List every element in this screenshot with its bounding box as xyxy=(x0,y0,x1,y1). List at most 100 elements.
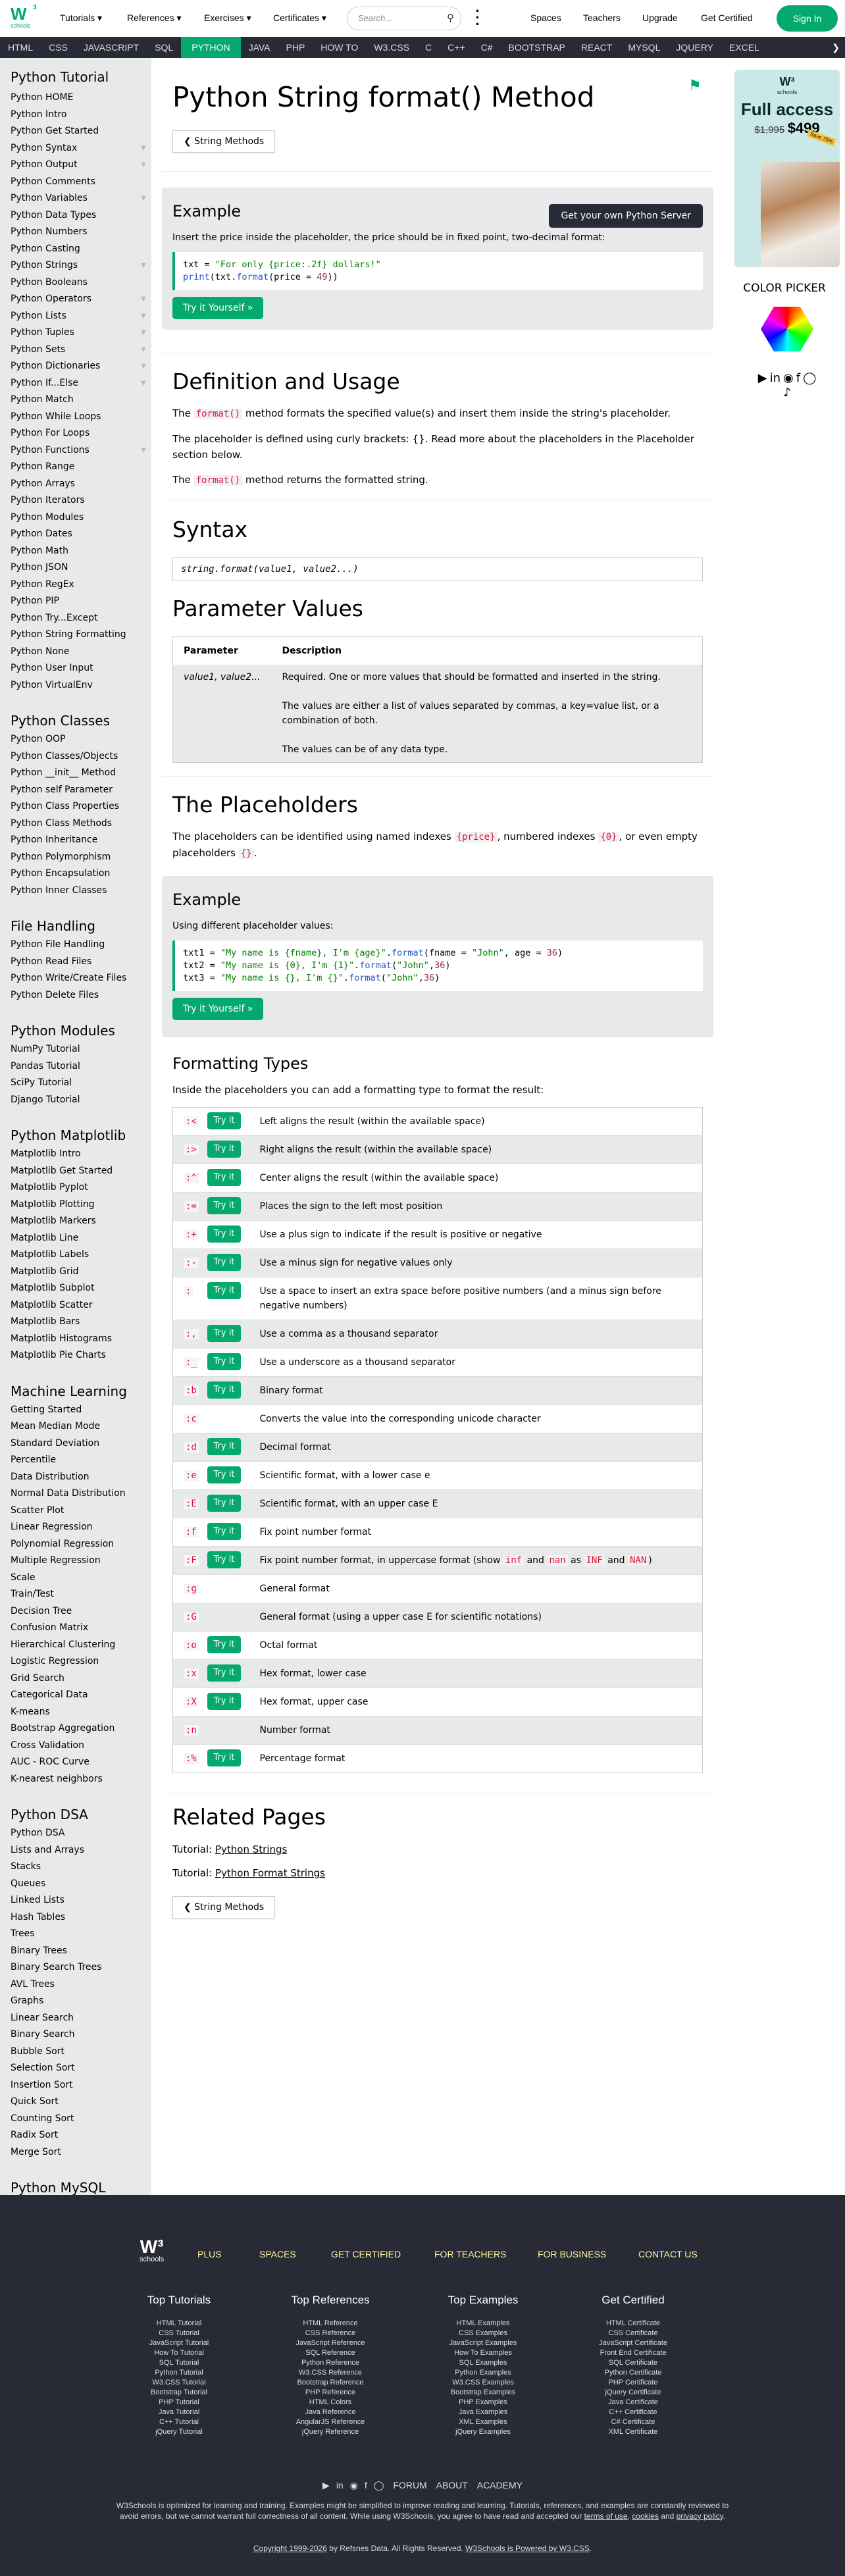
footer-link[interactable]: How To Tutorial xyxy=(154,2349,204,2357)
scroll-right-icon[interactable]: ❯ xyxy=(827,37,845,58)
sidebar-item[interactable]: Python Variables ▼ xyxy=(11,190,151,207)
footer-link[interactable]: jQuery Tutorial xyxy=(155,2428,203,2436)
footer-logo[interactable]: W³ schools xyxy=(140,2236,165,2264)
sidebar-item[interactable]: Python While Loops xyxy=(11,409,151,426)
sidebar-item[interactable]: Matplotlib Grid xyxy=(11,1264,151,1281)
footer-link[interactable]: XML Certificate xyxy=(608,2428,658,2436)
footer-link[interactable]: CSS Examples xyxy=(459,2329,507,2337)
footer-link[interactable]: W3.CSS Reference xyxy=(299,2369,362,2377)
sidebar-item[interactable]: Trees xyxy=(11,1926,151,1943)
sidebar-item[interactable]: Python Iterators xyxy=(11,492,151,509)
sidebar-item[interactable]: Matplotlib Subplot xyxy=(11,1280,151,1297)
footer-link[interactable]: JavaScript Examples xyxy=(449,2339,517,2347)
chevron-down-icon[interactable]: ▼ xyxy=(141,262,146,269)
sidebar-item[interactable]: Matplotlib Line xyxy=(11,1230,151,1247)
sidebar-item[interactable]: Python Numbers xyxy=(11,224,151,241)
prev-string-methods-button[interactable]: ❮ String Methods xyxy=(172,1896,276,1919)
sidebar-item[interactable]: AUC - ROC Curve xyxy=(11,1754,151,1771)
prev-string-methods-button[interactable]: ❮ String Methods xyxy=(172,130,276,153)
sidebar-item[interactable]: Python Modules xyxy=(11,509,151,527)
sidebar-item[interactable]: Lists and Arrays xyxy=(11,1842,151,1859)
sidebar-item[interactable]: Data Distribution xyxy=(11,1469,151,1486)
footer-link[interactable]: HTML Tutorial xyxy=(156,2319,202,2327)
footer-link[interactable]: CSS Tutorial xyxy=(159,2329,199,2337)
sidebar-item[interactable]: Python Tuples ▼ xyxy=(11,324,151,342)
sidebar-item[interactable]: Radix Sort xyxy=(11,2127,151,2144)
footer-link[interactable]: Python Tutorial xyxy=(155,2369,203,2377)
sidebar-item[interactable]: Normal Data Distribution xyxy=(11,1485,151,1503)
try-it-button[interactable]: Try it xyxy=(207,1749,242,1766)
subnav-item-bootstrap[interactable]: BOOTSTRAP xyxy=(508,42,565,53)
linkedin-icon[interactable]: in xyxy=(336,2480,344,2490)
python-strings-link[interactable]: Python Strings xyxy=(215,1843,288,1855)
instagram-icon[interactable]: ◯ xyxy=(373,2480,384,2490)
sidebar-item[interactable]: Python Read Files xyxy=(11,954,151,971)
sidebar-item[interactable]: Python Range xyxy=(11,459,151,476)
sidebar-item[interactable]: Python If...Else ▼ xyxy=(11,375,151,392)
chevron-down-icon[interactable]: ▼ xyxy=(141,144,146,152)
sidebar-item[interactable]: Train/Test xyxy=(11,1586,151,1603)
subnav-item-w3css[interactable]: W3.CSS xyxy=(374,42,410,53)
sidebar-item[interactable]: Queues xyxy=(11,1876,151,1893)
try-it-button[interactable]: Try it xyxy=(207,1225,242,1243)
footer-link[interactable]: How To Examples xyxy=(454,2349,512,2357)
sidebar-item[interactable]: Python Operators ▼ xyxy=(11,291,151,308)
subnav-item-jquery[interactable]: JQUERY xyxy=(676,42,713,53)
tutorials-menu[interactable]: Tutorials ▾ xyxy=(60,13,103,23)
academy-link[interactable]: ACADEMY xyxy=(476,2480,523,2490)
sidebar-item[interactable]: Django Tutorial xyxy=(11,1092,151,1109)
footer-link[interactable]: JavaScript Certificate xyxy=(599,2339,667,2347)
powered-by-link[interactable]: W3Schools is Powered by W3.CSS xyxy=(465,2544,590,2553)
try-it-button[interactable]: Try it xyxy=(207,1325,242,1342)
footer-link[interactable]: C++ Certificate xyxy=(609,2408,657,2416)
subnav-item-javascript[interactable]: JAVASCRIPT xyxy=(83,42,140,53)
subnav-item-java[interactable]: JAVA xyxy=(248,42,270,53)
spaces-link[interactable]: SPACES xyxy=(259,2249,296,2259)
sidebar-item[interactable]: Python PIP xyxy=(11,593,151,610)
subnav-item-html[interactable]: HTML xyxy=(8,42,34,53)
sidebar-item[interactable]: Confusion Matrix xyxy=(11,1620,151,1637)
footer-link[interactable]: jQuery Certificate xyxy=(605,2388,661,2396)
try-it-button[interactable]: Try it xyxy=(207,1169,242,1186)
footer-link[interactable]: PHP Examples xyxy=(459,2398,507,2406)
footer-link[interactable]: Java Tutorial xyxy=(158,2408,200,2416)
sidebar-item[interactable]: Python String Formatting xyxy=(11,627,151,644)
sidebar-item[interactable]: Hash Tables xyxy=(11,1909,151,1926)
sidebar-item[interactable]: Python Data Types xyxy=(11,207,151,224)
sidebar-item[interactable]: Python Casting xyxy=(11,241,151,258)
terms-link[interactable]: terms of use xyxy=(584,2511,628,2521)
sidebar-item[interactable]: Python DSA xyxy=(11,1825,151,1842)
sidebar-item[interactable]: Stacks xyxy=(11,1859,151,1876)
sidebar-item[interactable]: Python Intro xyxy=(11,107,151,124)
sidebar-item[interactable]: AVL Trees xyxy=(11,1976,151,1994)
footer-link[interactable]: PHP Tutorial xyxy=(159,2398,199,2406)
footer-link[interactable]: SQL Reference xyxy=(305,2349,355,2357)
sidebar-item[interactable]: Python None xyxy=(11,644,151,661)
color-picker-label[interactable]: COLOR PICKER xyxy=(743,282,826,295)
try-it-button[interactable]: Try it xyxy=(207,1636,242,1653)
sidebar-item[interactable]: NumPy Tutorial xyxy=(11,1041,151,1058)
try-it-button[interactable]: Try it xyxy=(207,1551,242,1568)
sidebar-item[interactable]: Scale xyxy=(11,1570,151,1587)
sidebar-item[interactable]: Python Delete Files xyxy=(11,987,151,1004)
try-it-button[interactable]: Try it xyxy=(207,1381,242,1399)
subnav-item-c[interactable]: C xyxy=(425,42,432,53)
try-it-button[interactable]: Try it xyxy=(207,1141,242,1158)
full-access-ad[interactable]: W³ schools Full access $1,995 $499 Save … xyxy=(734,70,840,267)
footer-link[interactable]: PHP Certificate xyxy=(608,2379,658,2386)
try-it-yourself-button[interactable]: Try it Yourself » xyxy=(172,998,264,1020)
footer-link[interactable]: HTML Colors xyxy=(309,2398,352,2406)
sidebar-item[interactable]: Logistic Regression xyxy=(11,1653,151,1670)
footer-link[interactable]: JavaScript Reference xyxy=(295,2339,365,2347)
plus-link[interactable]: PLUS xyxy=(197,2249,222,2259)
footer-link[interactable]: SQL Certificate xyxy=(608,2359,658,2367)
sidebar-item[interactable]: Python Lists ▼ xyxy=(11,308,151,325)
footer-link[interactable]: CSS Reference xyxy=(305,2329,356,2337)
certificates-menu[interactable]: Certificates ▾ xyxy=(273,13,326,23)
footer-link[interactable]: SQL Examples xyxy=(459,2359,507,2367)
chevron-down-icon[interactable]: ▼ xyxy=(141,296,146,303)
footer-link[interactable]: HTML Certificate xyxy=(605,2319,661,2327)
sidebar-item[interactable]: Python Encapsulation xyxy=(11,865,151,883)
footer-link[interactable]: W3.CSS Tutorial xyxy=(152,2379,206,2386)
sidebar-item[interactable]: Python Functions ▼ xyxy=(11,442,151,459)
